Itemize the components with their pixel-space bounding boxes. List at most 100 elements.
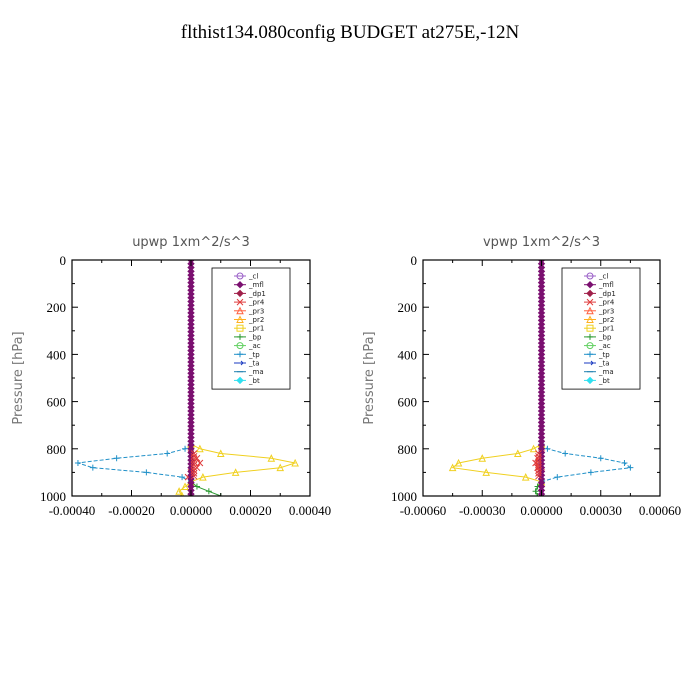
legend: _cl_mfl_dp1_pr4_pr3_pr2_pr1_bp_ac_tp_ta_… bbox=[211, 267, 291, 390]
zero-line-marker bbox=[190, 467, 198, 474]
data-point bbox=[521, 473, 530, 481]
data-point bbox=[454, 458, 463, 467]
data-point bbox=[205, 488, 212, 495]
legend-box bbox=[211, 267, 291, 390]
legend-marker bbox=[586, 280, 594, 289]
x-tick-label: 0.00040 bbox=[289, 503, 331, 518]
legend-marker bbox=[237, 351, 243, 358]
legend-marker bbox=[236, 376, 244, 385]
legend-label: _bt bbox=[248, 377, 260, 385]
y-tick-label: 800 bbox=[47, 442, 67, 457]
legend-label: _ma bbox=[248, 368, 264, 376]
data-point bbox=[544, 445, 551, 452]
legend-label: _dp1 bbox=[248, 290, 266, 298]
legend-label: _mfl bbox=[248, 281, 264, 289]
y-tick-label: 600 bbox=[47, 395, 67, 410]
legend-label: _tp bbox=[598, 351, 610, 359]
zero-line-marker bbox=[535, 452, 542, 460]
legend-label: _pr3 bbox=[248, 307, 264, 315]
data-point bbox=[267, 454, 276, 462]
y-tick-label: 400 bbox=[47, 347, 67, 362]
x-tick-label: -0.00020 bbox=[108, 503, 155, 518]
data-point bbox=[89, 464, 96, 471]
zero-line-marker bbox=[190, 455, 198, 463]
legend-marker bbox=[586, 342, 594, 350]
zero-line-marker bbox=[535, 461, 542, 469]
x-tick-label: 0.00000 bbox=[520, 503, 562, 518]
legend-marker bbox=[237, 360, 244, 366]
data-point bbox=[199, 473, 207, 481]
zero-line-marker bbox=[190, 452, 198, 460]
data-point bbox=[143, 469, 150, 476]
data-point bbox=[182, 445, 189, 452]
data-point bbox=[532, 488, 539, 495]
legend-label: _pr3 bbox=[598, 307, 614, 315]
legend-label: _pr2 bbox=[248, 316, 264, 324]
data-point bbox=[587, 469, 594, 476]
chart-panel-1: upwp 1xm^2/s^3 Pressure [hPa] 0 200 400 600 80… bbox=[11, 235, 331, 518]
y-tick-label: 200 bbox=[47, 300, 67, 315]
y-axis-label: Pressure [hPa] bbox=[362, 331, 377, 424]
series-group bbox=[448, 260, 634, 496]
zero-line-marker bbox=[190, 461, 198, 469]
x-tick-label: -0.00060 bbox=[400, 503, 447, 518]
legend-label: _dp1 bbox=[598, 290, 616, 298]
legend-marker bbox=[586, 306, 594, 315]
x-tick-label: 0.00000 bbox=[170, 503, 212, 518]
legend-label: _pr4 bbox=[598, 299, 615, 307]
data-point bbox=[478, 454, 487, 462]
legend-label: _pr1 bbox=[598, 325, 614, 333]
legend-marker bbox=[236, 306, 244, 315]
data-point bbox=[231, 468, 240, 476]
legend-label: _bt bbox=[598, 377, 610, 385]
legend-label: _bp bbox=[598, 333, 612, 341]
legend-marker bbox=[236, 289, 244, 298]
data-point bbox=[597, 455, 604, 462]
data-point bbox=[482, 468, 491, 476]
data-point bbox=[164, 450, 171, 457]
zero-line-marker bbox=[535, 467, 542, 474]
legend-marker bbox=[586, 272, 594, 280]
legend-marker bbox=[587, 351, 593, 358]
y-tick-label: 1000 bbox=[40, 489, 66, 504]
legend-label: _mfl bbox=[598, 281, 614, 289]
data-point bbox=[196, 444, 204, 453]
data-point bbox=[627, 464, 634, 471]
zero-line-marker bbox=[535, 455, 542, 463]
legend-marker bbox=[236, 315, 244, 323]
data-point bbox=[448, 463, 457, 472]
data-point bbox=[513, 449, 522, 458]
legend-marker bbox=[586, 324, 594, 332]
legend-label: _ac bbox=[248, 342, 261, 350]
legend-marker bbox=[236, 280, 244, 289]
data-point bbox=[179, 474, 186, 481]
data-point bbox=[175, 487, 183, 495]
data-point bbox=[181, 482, 189, 491]
figure-title: flthist134.080config BUDGET at275E,-12N bbox=[180, 22, 520, 43]
x-tick-label: 0.00020 bbox=[229, 503, 271, 518]
legend-label: _pr1 bbox=[248, 325, 264, 333]
data-point bbox=[113, 455, 120, 462]
y-tick-label: 400 bbox=[398, 347, 418, 362]
data-point bbox=[276, 463, 285, 472]
data-point bbox=[74, 459, 81, 466]
panel-title: vpwp 1xm^2/s^3 bbox=[483, 235, 600, 250]
y-tick-label: 200 bbox=[398, 300, 418, 315]
series-line-pr2 bbox=[178, 443, 298, 496]
x-tick-label: -0.00030 bbox=[459, 503, 506, 518]
data-point bbox=[216, 449, 225, 458]
legend-label: _ac bbox=[598, 342, 611, 350]
zero-line-marker bbox=[190, 469, 198, 477]
zero-line-marker bbox=[190, 464, 198, 472]
legend-marker bbox=[587, 360, 594, 366]
zero-line-marker bbox=[535, 464, 542, 472]
data-point bbox=[529, 444, 538, 453]
y-tick-label: 600 bbox=[398, 395, 418, 410]
legend-label: _cl bbox=[598, 273, 608, 281]
data-point bbox=[562, 450, 569, 457]
chart-panel-2: vpwp 1xm^2/s^3 Pressure [hPa] 0 200 400 600 80… bbox=[362, 235, 681, 518]
legend-marker bbox=[587, 333, 593, 340]
series-group bbox=[74, 260, 299, 496]
legend-marker bbox=[586, 376, 594, 385]
legend-label: _tp bbox=[248, 351, 260, 359]
